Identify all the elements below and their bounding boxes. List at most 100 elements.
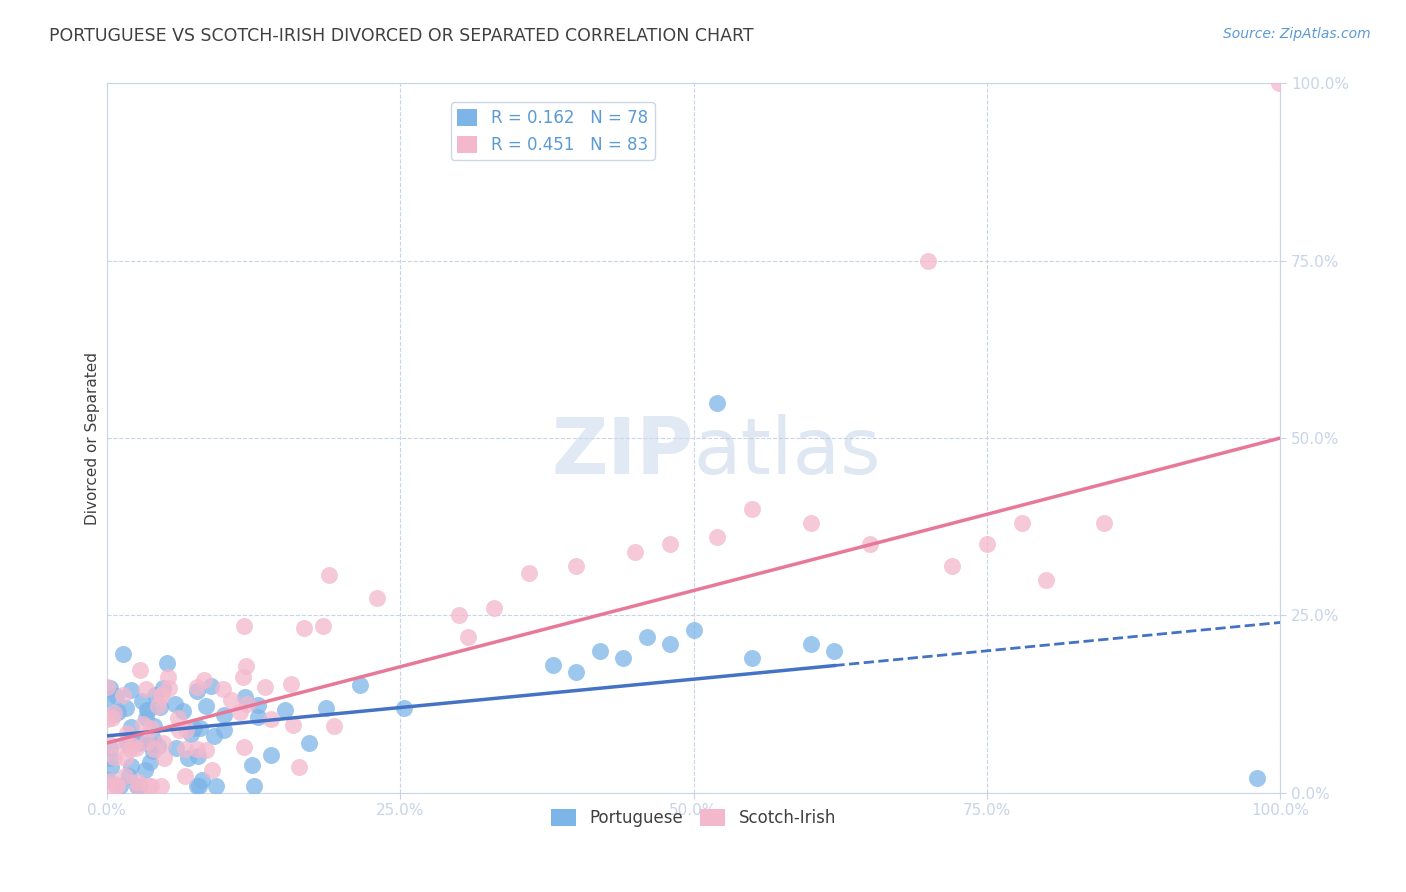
Point: [281, 717, 304, 731]
Point: [115, 738, 138, 752]
Point: [917, 253, 939, 268]
Point: [259, 747, 281, 762]
Point: [120, 720, 142, 734]
Point: [108, 779, 131, 793]
Point: [288, 760, 311, 774]
Point: [97, 779, 120, 793]
Point: [100, 760, 122, 774]
Point: [741, 502, 763, 516]
Point: [103, 750, 125, 764]
Point: [941, 558, 963, 573]
Point: [235, 658, 257, 673]
Point: [706, 395, 728, 409]
Point: [118, 769, 141, 783]
Point: [186, 684, 208, 698]
Point: [138, 755, 160, 769]
Point: [98, 741, 121, 756]
Point: [143, 719, 166, 733]
Point: [186, 680, 208, 694]
Point: [280, 677, 302, 691]
Point: [120, 759, 142, 773]
Point: [146, 698, 169, 713]
Point: [156, 657, 179, 671]
Point: [172, 705, 194, 719]
Point: [612, 651, 634, 665]
Point: [1011, 516, 1033, 530]
Point: [212, 681, 235, 696]
Point: [682, 623, 704, 637]
Point: [177, 751, 200, 765]
Point: [318, 567, 340, 582]
Point: [167, 723, 190, 738]
Point: [236, 698, 259, 712]
Point: [142, 742, 165, 756]
Point: [636, 630, 658, 644]
Point: [165, 740, 187, 755]
Point: [174, 742, 197, 756]
Point: [157, 671, 180, 685]
Point: [96, 712, 118, 726]
Point: [115, 725, 138, 739]
Point: [517, 566, 540, 580]
Point: [141, 722, 163, 736]
Point: [260, 712, 283, 726]
Point: [165, 697, 187, 711]
Point: [565, 665, 588, 679]
Point: [366, 591, 388, 606]
Y-axis label: Divorced or Separated: Divorced or Separated: [86, 351, 100, 524]
Point: [125, 741, 148, 756]
Point: [149, 689, 172, 703]
Point: [150, 687, 173, 701]
Point: [114, 769, 136, 783]
Point: [190, 721, 212, 735]
Point: [1035, 573, 1057, 587]
Text: Source: ZipAtlas.com: Source: ZipAtlas.com: [1223, 27, 1371, 41]
Point: [104, 779, 127, 793]
Point: [136, 703, 159, 717]
Point: [157, 681, 180, 696]
Point: [243, 779, 266, 793]
Point: [104, 689, 127, 703]
Point: [188, 779, 211, 793]
Point: [152, 681, 174, 695]
Point: [127, 779, 149, 793]
Point: [204, 779, 226, 793]
Point: [138, 779, 160, 793]
Point: [274, 703, 297, 717]
Point: [541, 658, 564, 673]
Point: [232, 669, 254, 683]
Point: [624, 544, 647, 558]
Point: [98, 681, 121, 695]
Point: [128, 779, 150, 793]
Point: [235, 690, 257, 704]
Point: [148, 739, 170, 753]
Text: PORTUGUESE VS SCOTCH-IRISH DIVORCED OR SEPARATED CORRELATION CHART: PORTUGUESE VS SCOTCH-IRISH DIVORCED OR S…: [49, 27, 754, 45]
Point: [135, 681, 157, 696]
Point: [228, 706, 250, 720]
Point: [180, 727, 202, 741]
Point: [128, 735, 150, 749]
Point: [232, 619, 254, 633]
Point: [118, 741, 141, 756]
Point: [135, 711, 157, 725]
Point: [200, 679, 222, 693]
Point: [139, 779, 162, 793]
Point: [292, 621, 315, 635]
Point: [315, 701, 337, 715]
Point: [349, 678, 371, 692]
Point: [111, 647, 134, 661]
Point: [253, 680, 276, 694]
Point: [100, 774, 122, 789]
Point: [135, 735, 157, 749]
Point: [173, 769, 195, 783]
Point: [233, 739, 256, 754]
Point: [97, 773, 120, 788]
Point: [142, 731, 165, 746]
Point: [100, 738, 122, 752]
Point: [588, 644, 610, 658]
Point: [457, 631, 479, 645]
Point: [96, 692, 118, 706]
Point: [138, 737, 160, 751]
Point: [394, 701, 416, 715]
Point: [186, 779, 208, 793]
